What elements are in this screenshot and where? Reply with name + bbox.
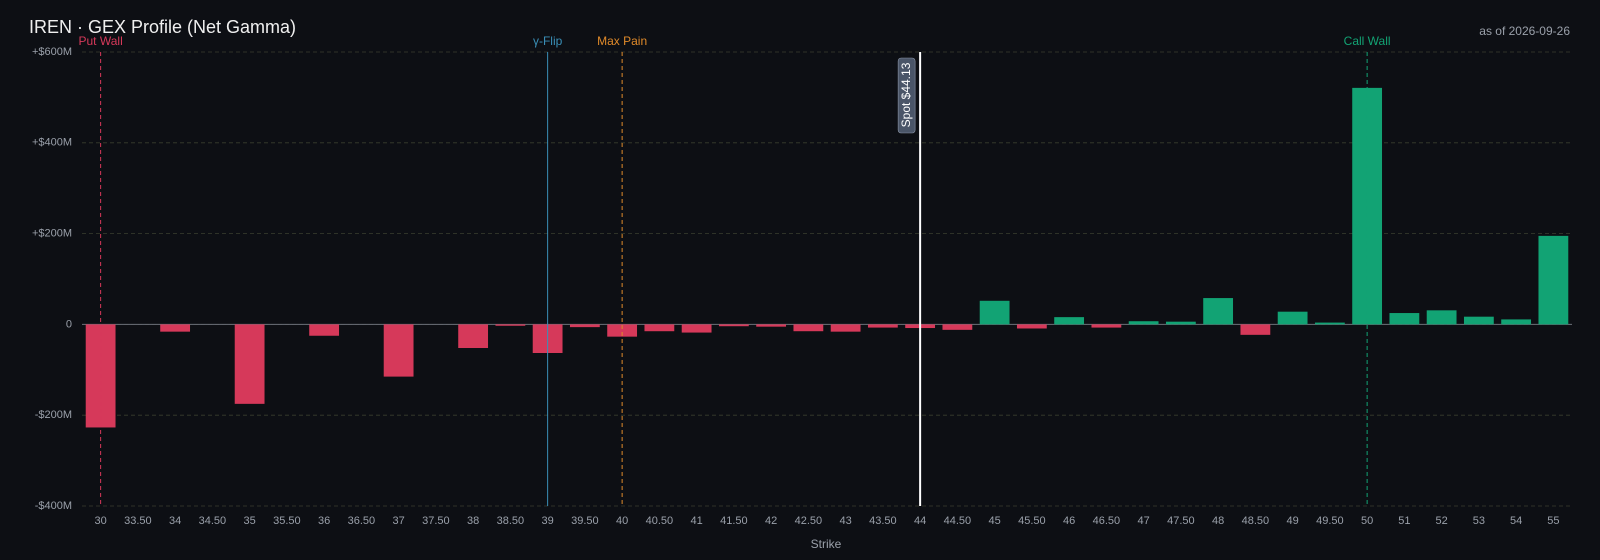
bar bbox=[942, 324, 973, 330]
x-tick-label: 42.50 bbox=[795, 515, 823, 527]
x-tick-label: 48 bbox=[1212, 515, 1224, 527]
marker-label: Call Wall bbox=[1344, 34, 1391, 48]
bar bbox=[1463, 316, 1494, 325]
x-tick-label: 34.50 bbox=[199, 515, 227, 527]
x-tick-label: 42 bbox=[765, 515, 777, 527]
x-tick-label: 43.50 bbox=[869, 515, 897, 527]
x-tick-label: 41 bbox=[691, 515, 703, 527]
bar bbox=[1389, 313, 1420, 325]
bar bbox=[1165, 321, 1196, 325]
x-tick-label: 46.50 bbox=[1093, 515, 1121, 527]
bar bbox=[1314, 322, 1345, 325]
x-tick-label: 39 bbox=[542, 515, 554, 527]
x-axis-label: Strike bbox=[811, 537, 842, 551]
bar bbox=[830, 324, 861, 332]
bar bbox=[495, 324, 526, 326]
bar bbox=[681, 324, 712, 333]
x-tick-label: 53 bbox=[1473, 515, 1485, 527]
x-tick-label: 52 bbox=[1436, 515, 1448, 527]
x-tick-label: 47.50 bbox=[1167, 515, 1195, 527]
x-tick-label: 46 bbox=[1063, 515, 1075, 527]
y-tick-label: +$600M bbox=[32, 46, 72, 58]
x-tick-label: 38 bbox=[467, 515, 479, 527]
bar bbox=[160, 324, 191, 332]
y-tick-label: -$400M bbox=[35, 500, 72, 512]
marker-label: Put Wall bbox=[79, 34, 123, 48]
spot-label-box bbox=[897, 57, 916, 134]
bar bbox=[1128, 321, 1159, 325]
bar bbox=[1203, 298, 1234, 325]
marker-label: γ-Flip bbox=[533, 34, 563, 48]
y-tick-label: -$200M bbox=[35, 409, 72, 421]
x-tick-label: 47 bbox=[1138, 515, 1150, 527]
x-tick-label: 45.50 bbox=[1018, 515, 1046, 527]
x-tick-label: 50 bbox=[1361, 515, 1373, 527]
x-tick-label: 36.50 bbox=[348, 515, 376, 527]
x-tick-label: 55 bbox=[1547, 515, 1559, 527]
bar bbox=[979, 300, 1010, 325]
as-of-date: as of 2026-09-26 bbox=[1479, 24, 1570, 38]
bar bbox=[1538, 235, 1569, 325]
y-tick-label: +$400M bbox=[32, 137, 72, 149]
x-tick-label: 39.50 bbox=[571, 515, 599, 527]
x-tick-label: 38.50 bbox=[497, 515, 525, 527]
bar bbox=[569, 324, 600, 328]
bar bbox=[718, 324, 749, 327]
x-tick-label: 36 bbox=[318, 515, 330, 527]
x-tick-label: 44.50 bbox=[944, 515, 972, 527]
bar bbox=[644, 324, 675, 332]
marker-label: Max Pain bbox=[597, 34, 647, 48]
bar bbox=[1016, 324, 1047, 329]
bar bbox=[458, 324, 489, 349]
bar bbox=[309, 324, 340, 336]
bar bbox=[1240, 324, 1271, 335]
x-tick-label: 54 bbox=[1510, 515, 1522, 527]
x-tick-label: 30 bbox=[95, 515, 107, 527]
x-tick-label: 48.50 bbox=[1242, 515, 1270, 527]
chart-title: IREN · GEX Profile (Net Gamma) bbox=[29, 17, 296, 37]
x-tick-label: 33.50 bbox=[124, 515, 152, 527]
x-tick-label: 37.50 bbox=[422, 515, 450, 527]
x-tick-label: 34 bbox=[169, 515, 181, 527]
x-tick-label: 44 bbox=[914, 515, 926, 527]
bar bbox=[756, 324, 787, 327]
bar bbox=[1277, 311, 1308, 325]
x-tick-label: 45 bbox=[989, 515, 1001, 527]
x-tick-label: 43 bbox=[840, 515, 852, 527]
bar bbox=[607, 324, 638, 337]
x-tick-label: 35 bbox=[244, 515, 256, 527]
bar bbox=[1054, 317, 1085, 325]
x-tick-label: 41.50 bbox=[720, 515, 748, 527]
spot-label: Spot $44.13 bbox=[899, 62, 913, 127]
bar bbox=[234, 324, 265, 404]
x-tick-label: 37 bbox=[393, 515, 405, 527]
y-tick-label: +$200M bbox=[32, 228, 72, 240]
x-tick-label: 40 bbox=[616, 515, 628, 527]
x-tick-label: 49 bbox=[1287, 515, 1299, 527]
x-tick-label: 35.50 bbox=[273, 515, 301, 527]
y-tick-label: 0 bbox=[66, 318, 72, 330]
x-tick-label: 51 bbox=[1398, 515, 1410, 527]
x-tick-label: 49.50 bbox=[1316, 515, 1344, 527]
bar bbox=[1426, 310, 1457, 325]
bar bbox=[867, 324, 898, 328]
x-tick-label: 40.50 bbox=[646, 515, 674, 527]
bar bbox=[1091, 324, 1122, 328]
bar bbox=[383, 324, 414, 377]
bar bbox=[793, 324, 824, 332]
bar bbox=[1501, 319, 1532, 325]
